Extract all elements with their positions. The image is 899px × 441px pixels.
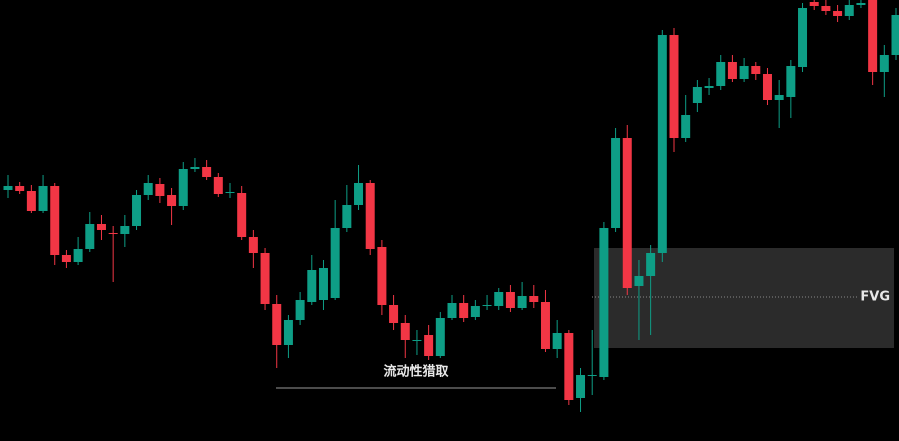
candle-body: [587, 375, 597, 376]
candle-body: [365, 183, 375, 249]
candle-body: [821, 6, 831, 11]
candle-body: [237, 193, 247, 237]
candle-body: [412, 340, 422, 341]
fvg-zone: [594, 248, 894, 348]
candle-body: [704, 86, 714, 88]
candle-body: [342, 205, 352, 228]
candle-body: [295, 300, 305, 320]
candle-body: [389, 305, 399, 323]
candle-body: [15, 186, 25, 191]
candle-body: [774, 95, 784, 100]
candle-body: [167, 195, 177, 206]
candle-body: [716, 62, 726, 86]
candle-body: [213, 177, 223, 194]
candle-body: [576, 375, 586, 398]
candle-body: [307, 270, 317, 302]
candle-body: [809, 2, 819, 6]
candle-body: [494, 292, 504, 306]
candle-body: [225, 192, 235, 193]
candle-body: [564, 333, 574, 400]
candle-body: [552, 333, 562, 349]
candle-body: [482, 305, 492, 306]
candle-body: [120, 226, 130, 234]
candle-body: [599, 228, 609, 377]
candle-body: [751, 66, 761, 74]
candle-body: [739, 66, 749, 79]
candle-body: [891, 15, 899, 55]
liquidity-label: 流动性猎取: [383, 364, 449, 380]
candle-body: [3, 186, 13, 190]
candle-body: [132, 195, 142, 226]
candle-body: [786, 66, 796, 97]
candle-body: [833, 11, 843, 16]
candle-body: [190, 167, 200, 169]
candle-body: [762, 74, 772, 100]
candle-body: [73, 249, 83, 262]
candle-body: [96, 224, 106, 230]
candle-body: [529, 296, 539, 302]
candle-body: [844, 5, 854, 16]
candle-body: [879, 55, 889, 72]
candle-body: [377, 247, 387, 305]
candle-body: [26, 191, 36, 211]
candle-body: [634, 276, 644, 286]
candle-body: [330, 228, 340, 298]
fvg-label: FVG: [860, 290, 890, 305]
candle-body: [470, 306, 480, 317]
candle-body: [727, 62, 737, 79]
candle-body: [669, 35, 679, 138]
candle-body: [459, 303, 469, 318]
candle-body: [517, 296, 527, 308]
candle-body: [202, 167, 212, 177]
candle-body: [260, 253, 270, 304]
candle-body: [856, 3, 866, 5]
candle-body: [178, 169, 188, 206]
candle-body: [646, 253, 656, 276]
candle-body: [143, 183, 153, 195]
candle-body: [50, 186, 60, 255]
candle-body: [611, 138, 621, 228]
candle-body: [38, 186, 48, 211]
candle-body: [272, 304, 282, 345]
candle-body: [622, 138, 632, 288]
candle-body: [108, 233, 118, 234]
candle-body: [61, 255, 71, 262]
candle-body: [435, 318, 445, 356]
candle-body: [505, 292, 515, 308]
candle-body: [248, 237, 258, 253]
candle-body: [447, 303, 457, 318]
candle-body: [85, 224, 95, 249]
candle-body: [868, 0, 878, 72]
candle-body: [692, 87, 702, 103]
candle-body: [283, 320, 293, 345]
candle-body: [318, 268, 328, 300]
candle-body: [798, 8, 808, 67]
candle-body: [681, 115, 691, 138]
candle-body: [354, 183, 364, 205]
candle-body: [540, 302, 550, 349]
candle-body: [400, 323, 410, 340]
candle-body: [424, 335, 434, 356]
candle-body: [657, 35, 667, 253]
candle-body: [155, 184, 165, 196]
